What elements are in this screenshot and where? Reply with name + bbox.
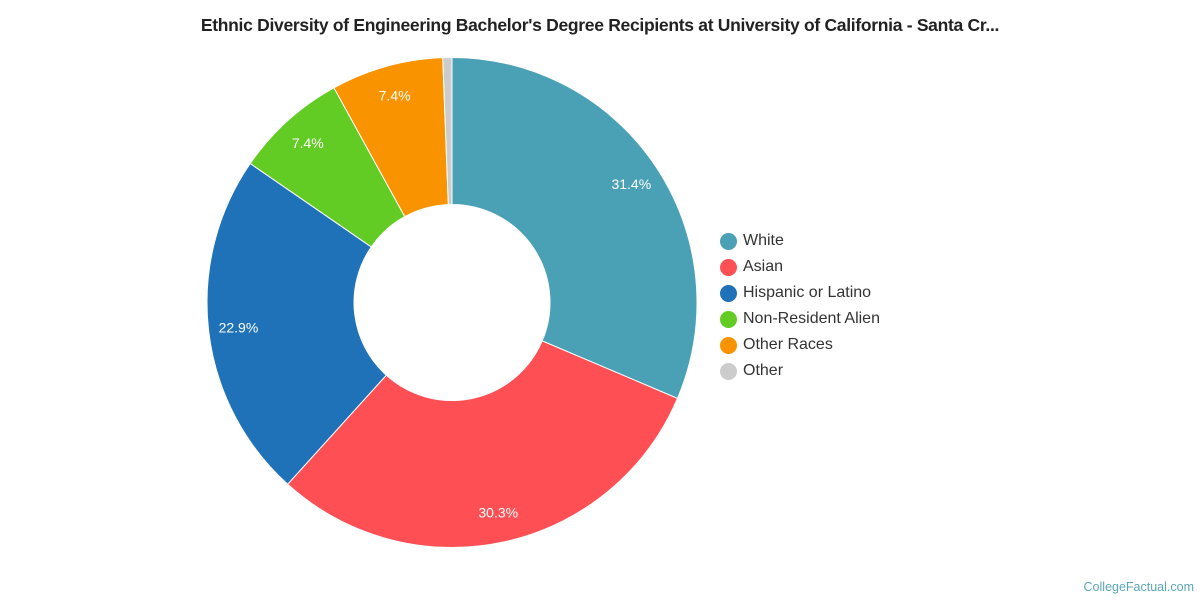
legend-item-non-resident-alien[interactable]: Non-Resident Alien: [720, 306, 880, 332]
legend-label: Other: [743, 362, 784, 379]
legend-label: Asian: [743, 258, 784, 275]
legend-label: Non-Resident Alien: [743, 310, 880, 327]
legend-item-other[interactable]: Other: [720, 358, 880, 384]
slice-data-label: 7.4%: [379, 87, 411, 103]
legend-label: Hispanic or Latino: [743, 284, 872, 301]
slice-white[interactable]: [451, 56, 698, 400]
source-credit-link[interactable]: CollegeFactual.com: [1083, 580, 1194, 594]
slice-data-label: 31.4%: [611, 176, 651, 192]
chart-title: Ethnic Diversity of Engineering Bachelor…: [200, 15, 1000, 35]
legend-marker-icon: [720, 362, 737, 380]
legend-item-asian[interactable]: Asian: [720, 254, 880, 280]
legend-marker-icon: [720, 310, 737, 328]
legend-marker-icon: [720, 232, 737, 250]
slice-data-label: 7.4%: [292, 135, 324, 151]
legend-item-other-races[interactable]: Other Races: [720, 332, 880, 358]
legend-item-white[interactable]: White: [720, 228, 880, 254]
legend-marker-icon: [720, 284, 737, 302]
legend-label: White: [743, 232, 784, 249]
slice-asian[interactable]: [286, 340, 679, 548]
chart-legend: White Asian Hispanic or Latino Non-Resid…: [720, 228, 880, 384]
slice-hispanic-or-latino[interactable]: [206, 162, 387, 485]
slice-data-label: 22.9%: [219, 319, 259, 335]
slice-other[interactable]: [442, 56, 453, 206]
legend-item-hispanic-or-latino[interactable]: Hispanic or Latino: [720, 280, 880, 306]
legend-label: Other Races: [743, 336, 833, 353]
slice-data-label: 30.3%: [478, 504, 518, 520]
legend-marker-icon: [720, 258, 737, 276]
legend-marker-icon: [720, 336, 737, 354]
